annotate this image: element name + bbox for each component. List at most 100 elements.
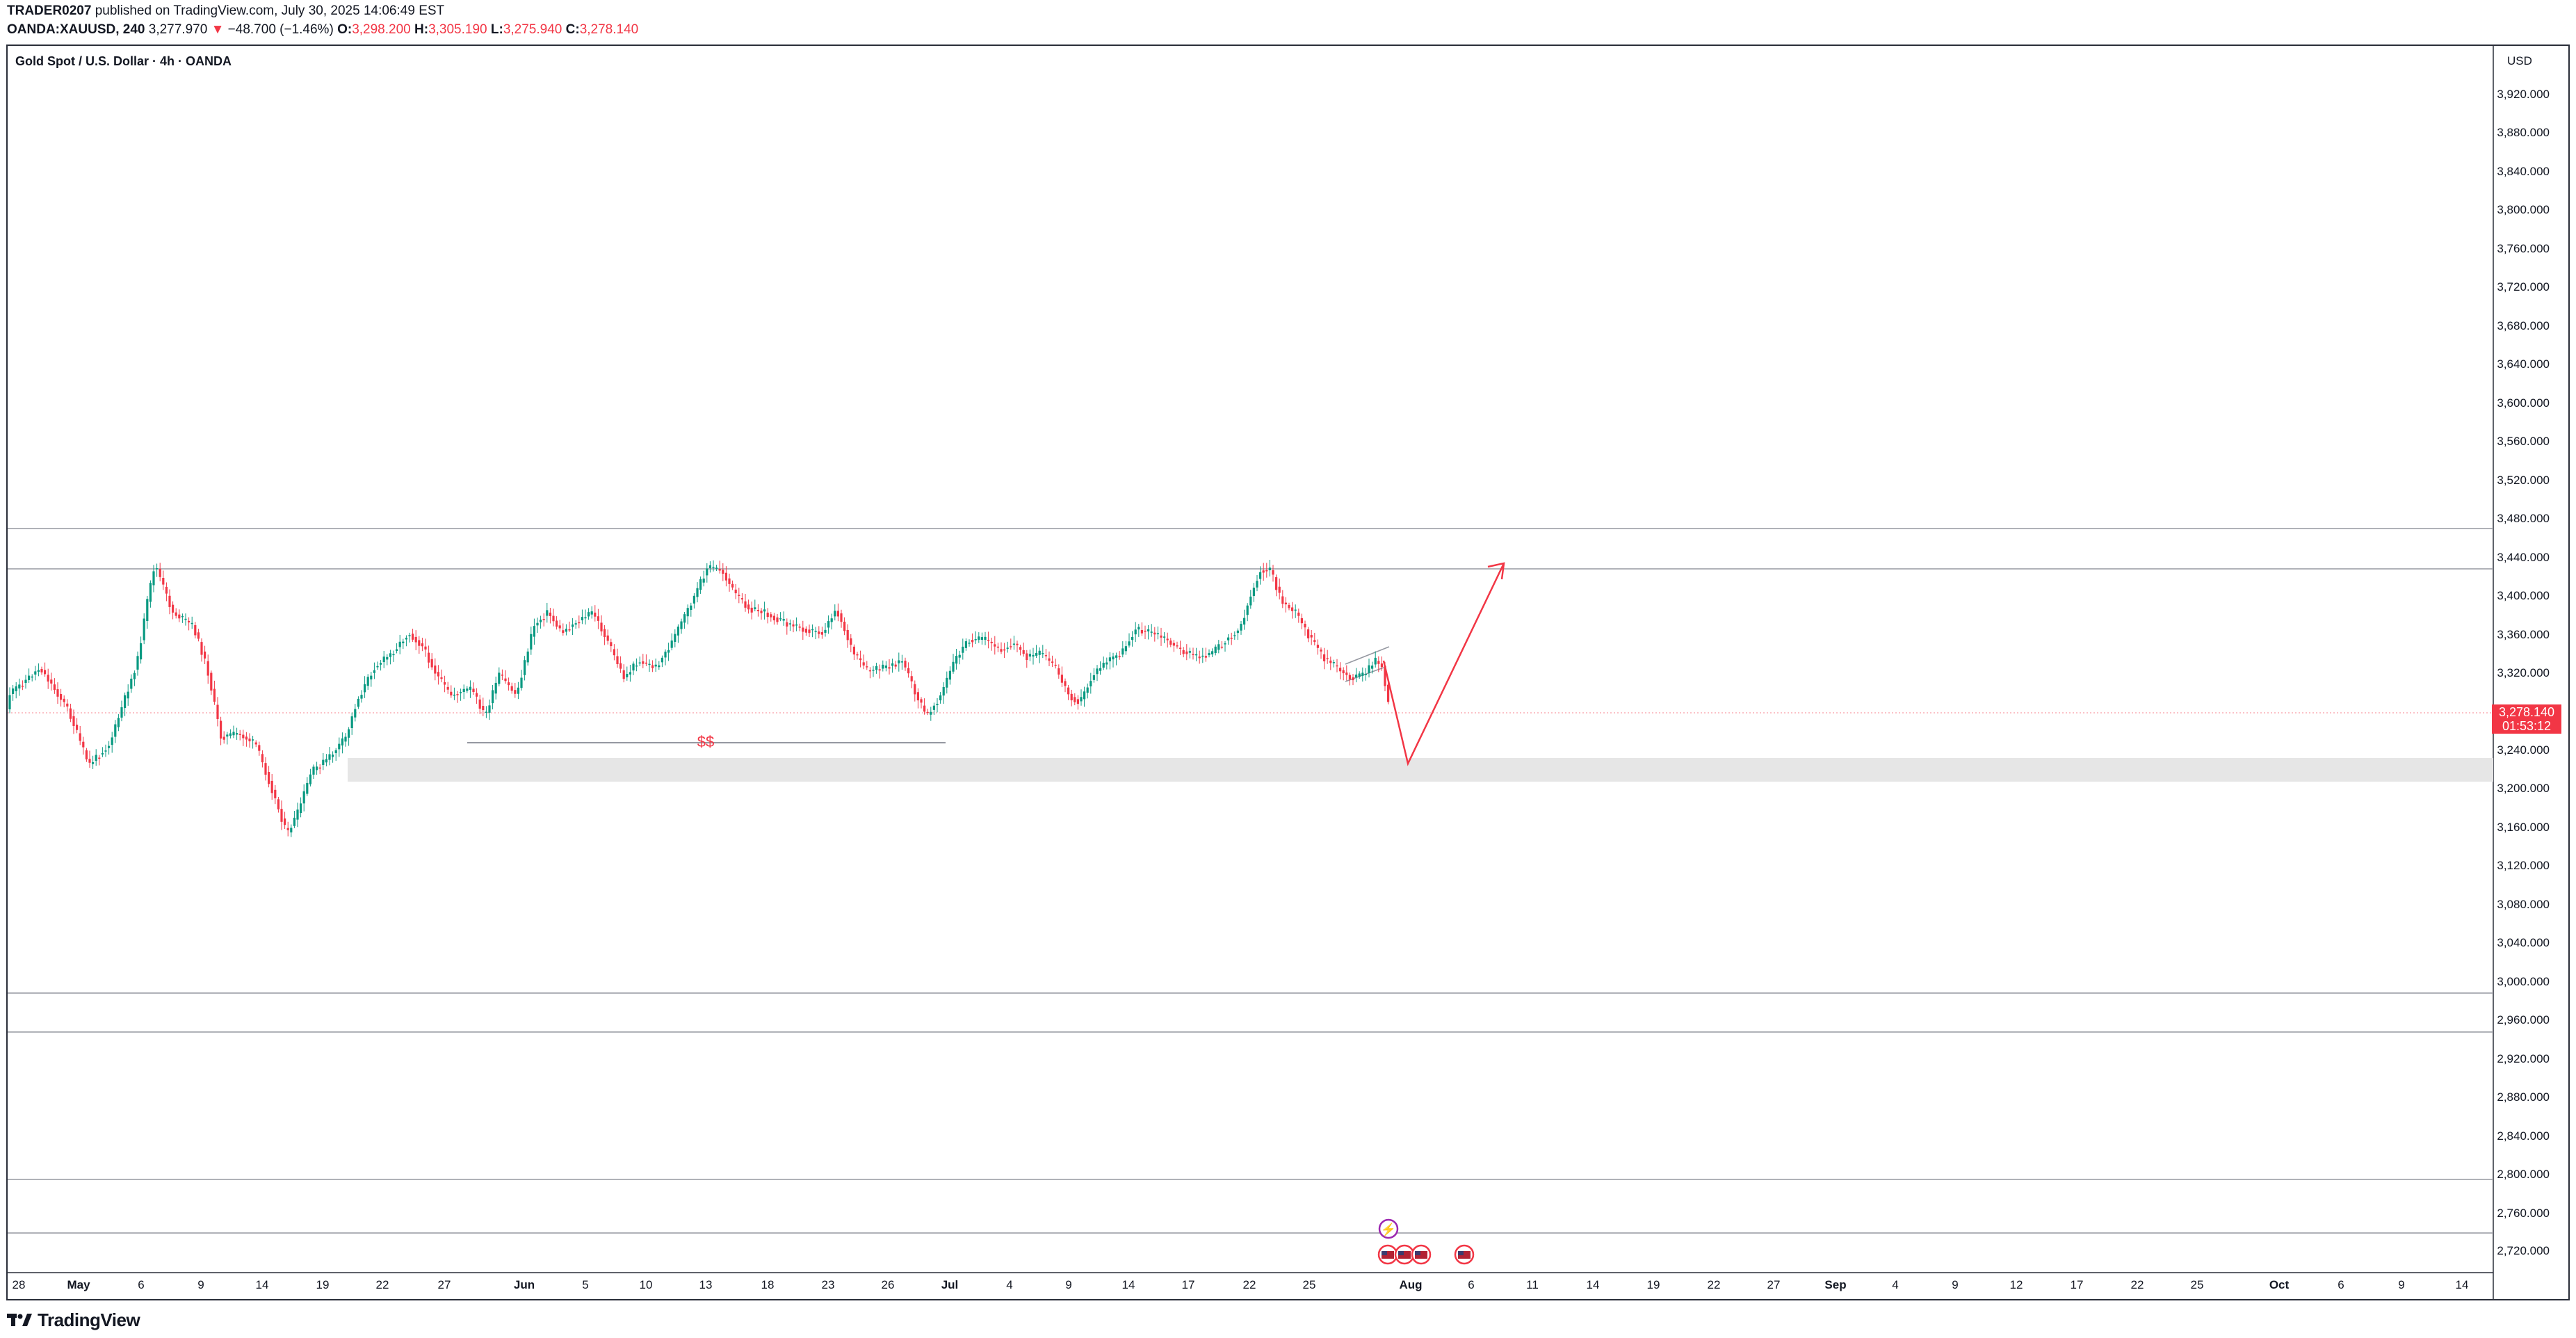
candle-body <box>978 636 980 640</box>
candle-body <box>254 742 257 745</box>
price-tick-label: 3,920.000 <box>2497 88 2550 101</box>
candle-body <box>1364 674 1367 675</box>
candle-body <box>1019 647 1022 650</box>
candle-body <box>648 663 651 666</box>
us-flag-icon[interactable] <box>1394 1244 1415 1265</box>
candle-body <box>306 782 309 794</box>
us-flag-icon[interactable] <box>1454 1244 1475 1265</box>
candle-body <box>104 750 107 752</box>
candle-body <box>1262 570 1265 573</box>
time-tick-label: 27 <box>438 1278 451 1291</box>
time-tick-label: 19 <box>316 1278 330 1291</box>
candle-body <box>200 642 203 655</box>
demand-zone[interactable] <box>348 758 2493 782</box>
us-flag-icon[interactable] <box>1411 1244 1432 1265</box>
candle-body <box>92 761 95 764</box>
tradingview-logo[interactable]: TradingView <box>7 1309 140 1331</box>
candle-body <box>1160 635 1163 638</box>
candle-body <box>1192 654 1194 655</box>
candle-body <box>968 643 971 644</box>
candle-body <box>994 644 996 647</box>
price-tick-label: 3,840.000 <box>2497 165 2550 178</box>
candle-body <box>206 661 209 676</box>
candle-body <box>533 626 535 637</box>
candle-body <box>412 634 414 640</box>
candle-body <box>1310 635 1313 638</box>
candle-body <box>220 720 222 739</box>
candle-body <box>772 615 775 621</box>
time-tick-label: 25 <box>2191 1278 2204 1291</box>
candle-body <box>421 643 423 647</box>
time-tick-label: 27 <box>1767 1278 1781 1291</box>
candle-body <box>284 818 286 825</box>
candle-body <box>872 669 875 671</box>
candle-body <box>923 705 926 712</box>
candle-body <box>79 733 81 741</box>
candle-body <box>910 676 913 682</box>
candle-body <box>1099 668 1102 671</box>
currency-label[interactable]: USD <box>2507 54 2532 67</box>
candle-body <box>622 670 625 679</box>
time-tick-label: 19 <box>1647 1278 1660 1291</box>
candle-body <box>15 686 17 691</box>
candle-body <box>898 660 900 663</box>
candle-body <box>651 665 654 668</box>
candle-body <box>286 828 289 830</box>
candle-body <box>1080 697 1083 702</box>
time-tick-label: 6 <box>2338 1278 2344 1291</box>
candle-body <box>674 634 677 642</box>
candle-body <box>165 586 168 594</box>
low-label: L: <box>490 22 503 37</box>
price-tick-label: 2,760.000 <box>2497 1207 2550 1220</box>
candle-body <box>398 641 401 647</box>
candle-body <box>626 674 629 677</box>
candle-body <box>382 656 385 663</box>
price-axis[interactable]: 3,920.000 3,880.000 3,840.000 3,800.000 3,76… <box>2497 88 2550 1257</box>
wedge-upper-line[interactable] <box>1345 646 1390 665</box>
candle-body <box>712 567 715 568</box>
candle-body <box>1044 655 1047 656</box>
projection-path[interactable] <box>1382 563 1505 766</box>
ohlc-line: OANDA:XAUUSD, 240 3,277.970 ▼ −48.700 (−… <box>7 22 638 38</box>
us-flag-icon[interactable] <box>1377 1244 1398 1265</box>
candles-group <box>8 559 1390 837</box>
candle-body <box>1166 638 1169 640</box>
wedge-lower-line[interactable] <box>1345 667 1384 682</box>
candle-body <box>492 690 494 704</box>
candle-body <box>1384 666 1386 686</box>
time-axis[interactable]: 28 May 6 9 14 19 22 27 Jun 5 10 13 18 23 26 Jul 4 9 14 17 22… <box>13 1278 2469 1291</box>
candle-body <box>1249 596 1252 606</box>
candle-body <box>619 663 622 669</box>
candle-body <box>293 817 295 826</box>
candle-body <box>181 615 184 618</box>
price-tick-label: 3,000.000 <box>2497 975 2550 988</box>
candle-body <box>731 583 734 588</box>
price-tick-label: 3,560.000 <box>2497 435 2550 448</box>
candle-body <box>744 601 747 608</box>
candle-body <box>124 695 127 709</box>
price-tick-label: 3,680.000 <box>2497 319 2550 332</box>
candle-body <box>734 589 737 594</box>
time-tick-label: 5 <box>582 1278 588 1291</box>
time-tick-label: May <box>67 1278 90 1291</box>
price-tick-label: 2,840.000 <box>2497 1129 2550 1143</box>
candle-body <box>460 692 462 693</box>
candle-body <box>1377 661 1380 664</box>
candle-body <box>1096 668 1099 675</box>
candle-body <box>852 646 855 655</box>
candle-body <box>270 780 273 793</box>
candle-body <box>376 666 379 668</box>
candle-body <box>610 642 613 647</box>
candle-body <box>856 654 859 656</box>
price-tick-label: 3,240.000 <box>2497 743 2550 757</box>
candle-body <box>1064 681 1067 686</box>
author-name[interactable]: TRADER0207 <box>7 3 92 18</box>
candle-body <box>380 663 382 665</box>
lightning-event-icon[interactable] <box>1378 1218 1399 1239</box>
last-price-value: 3,278.140 <box>2498 705 2555 719</box>
chart-legend-title[interactable]: Gold Spot / U.S. Dollar · 4h · OANDA <box>15 54 232 68</box>
candle-body <box>1281 596 1284 604</box>
candle-body <box>942 686 945 696</box>
candle-body <box>738 595 740 596</box>
